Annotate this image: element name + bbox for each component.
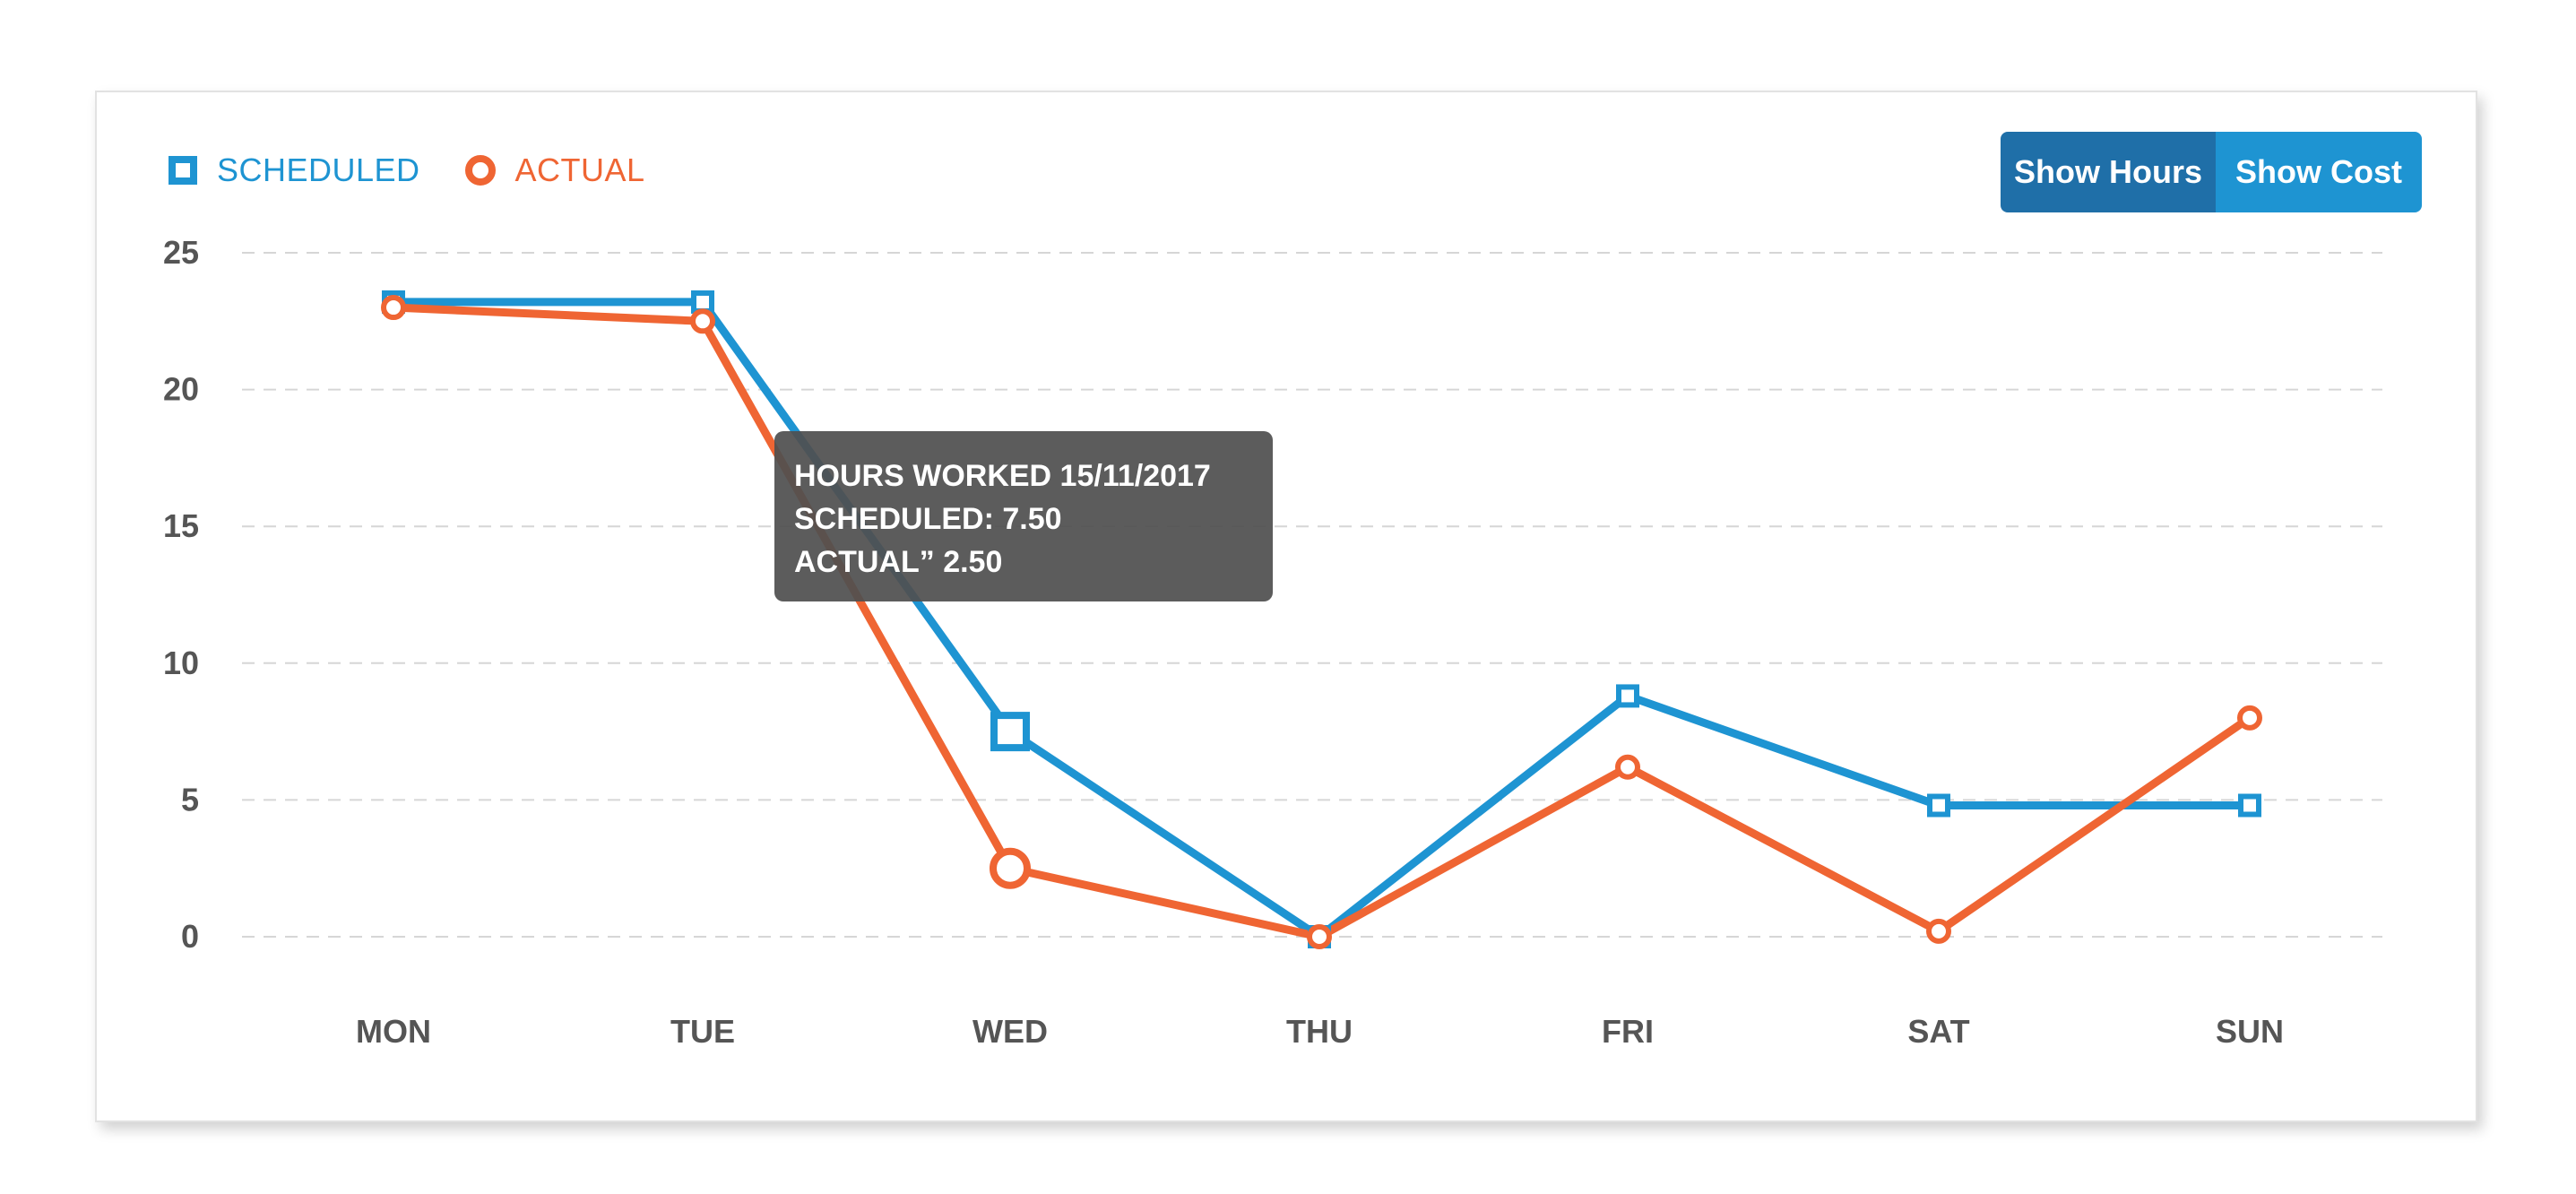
show-cost-button[interactable]: Show Cost	[2216, 132, 2422, 212]
data-point-actual	[690, 308, 715, 334]
chart-card: SCHEDULED ACTUAL Show Hours Show Cost 0 5…	[95, 91, 2477, 1122]
line-chart: 0 5 10 15 20 25 MON TUE WED THU FRI SAT SUN	[163, 234, 2382, 1050]
tooltip-title: HOURS WORKED 15/11/2017	[794, 459, 1211, 493]
legend-label-actual: ACTUAL	[514, 151, 645, 188]
view-toggle: Show Hours Show Cost	[2001, 132, 2422, 212]
data-point-actual	[1926, 918, 1951, 944]
data-point-actual	[381, 295, 406, 321]
tooltip-actual: ACTUAL” 2.50	[794, 545, 1003, 579]
data-point-scheduled	[1927, 793, 1950, 818]
series-line-scheduled	[389, 298, 2254, 941]
data-point-actual	[1615, 754, 1640, 780]
y-tick-label: 25	[163, 234, 199, 271]
x-tick-label: TUE	[670, 1013, 735, 1050]
y-tick-label: 0	[181, 918, 199, 955]
x-tick-label: THU	[1286, 1013, 1353, 1050]
data-point-scheduled	[1616, 684, 1639, 708]
x-tick-label: SAT	[1907, 1013, 1969, 1050]
x-tick-label: SUN	[2216, 1013, 2284, 1050]
data-point-actual	[1307, 924, 1332, 949]
data-point-scheduled	[2238, 793, 2261, 818]
tooltip: HOURS WORKED 15/11/2017 SCHEDULED: 7.50 …	[774, 431, 1273, 601]
y-tick-label: 5	[181, 781, 199, 818]
y-tick-label: 20	[163, 371, 199, 408]
data-point-actual	[990, 847, 1031, 889]
legend-item-scheduled[interactable]: SCHEDULED	[169, 151, 420, 189]
legend-label-scheduled: SCHEDULED	[217, 151, 420, 188]
data-point-actual	[2237, 705, 2262, 731]
x-tick-label: FRI	[1602, 1013, 1654, 1050]
data-point-scheduled	[990, 712, 1030, 752]
tooltip-scheduled: SCHEDULED: 7.50	[794, 502, 1062, 536]
legend: SCHEDULED ACTUAL	[169, 151, 690, 189]
circle-marker-icon	[464, 155, 496, 186]
legend-item-actual[interactable]: ACTUAL	[464, 151, 645, 189]
y-tick-label: 15	[163, 507, 199, 544]
data-point-scheduled	[691, 290, 714, 314]
show-hours-button[interactable]: Show Hours	[2001, 132, 2216, 212]
square-marker-icon	[169, 156, 197, 185]
series-line-actual	[389, 303, 2254, 941]
y-tick-label: 10	[163, 645, 199, 681]
x-tick-label: WED	[972, 1013, 1048, 1050]
x-tick-label: MON	[356, 1013, 431, 1050]
